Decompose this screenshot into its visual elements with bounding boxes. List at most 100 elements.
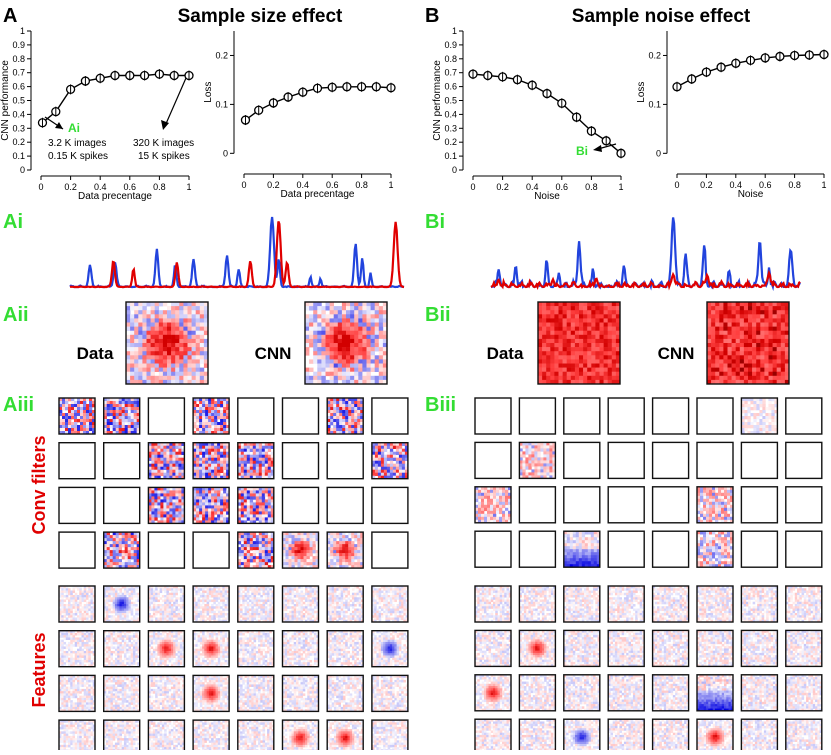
tile-pixel [196, 464, 199, 467]
tile-pixel [124, 591, 127, 594]
tile-pixel [256, 602, 259, 605]
tile-pixel [342, 404, 345, 407]
annotation-bi: Bi [576, 144, 616, 158]
tile-pixel [77, 609, 80, 612]
tile-pixel [367, 335, 371, 339]
tile-pixel [711, 339, 715, 343]
tile-pixel [208, 470, 211, 473]
tile-pixel [289, 559, 292, 562]
tile-pixel [259, 458, 262, 461]
tile-pixel [711, 351, 715, 355]
tile-pixel [188, 318, 192, 322]
tile-pixel [166, 464, 169, 467]
tile-pixel [116, 541, 119, 544]
tile-pixel [220, 404, 223, 407]
tile-pixel [113, 595, 116, 598]
tile-pixel [166, 508, 169, 511]
tile-pixel [241, 464, 244, 467]
tile-pixel [126, 600, 129, 603]
tile-pixel [163, 446, 166, 449]
tile-pixel [188, 364, 192, 368]
tile-pixel [196, 470, 199, 473]
tile-pixel [604, 343, 608, 347]
tile-pixel [381, 470, 384, 473]
tile-pixel [175, 314, 179, 318]
tile-pixel [390, 461, 393, 464]
tile-pixel [175, 339, 179, 343]
tile-pixel [84, 611, 87, 614]
tile-pixel [199, 452, 202, 455]
tile-pixel [752, 368, 756, 372]
tile-pixel [131, 547, 134, 550]
tile-pixel [211, 449, 214, 452]
tile-pixel [108, 611, 111, 614]
tile-pixel [117, 618, 120, 621]
tile-pixel [74, 404, 77, 407]
tile-pixel [147, 339, 151, 343]
tile-pixel [542, 331, 546, 335]
tile-pixel [138, 351, 142, 355]
tile-pixel [262, 505, 265, 508]
tile-pixel [204, 595, 207, 598]
tile-pixel [196, 372, 200, 376]
tile-pixel [309, 318, 313, 322]
tile-pixel [216, 606, 219, 609]
tile-pixel [86, 428, 89, 431]
tile-pixel [205, 505, 208, 508]
tile-pixel [202, 615, 205, 618]
tile-pixel [351, 562, 354, 565]
tile-pixel [188, 314, 192, 318]
tile-pixel [259, 493, 262, 496]
tile-pixel [351, 550, 354, 553]
tile-pixel [760, 306, 764, 310]
tile-pixel [554, 339, 558, 343]
tile-pixel [61, 611, 64, 614]
tile-pixel [119, 600, 122, 603]
tile-pixel [166, 600, 169, 603]
tile-pixel [115, 602, 118, 605]
tile-pixel [192, 331, 196, 335]
tile-pixel [160, 461, 163, 464]
tile-pixel [200, 618, 203, 621]
tile-pixel [220, 508, 223, 511]
tile-pixel [268, 535, 271, 538]
tile-pixel [110, 416, 113, 419]
tile-pixel [250, 490, 253, 493]
tile-pixel [317, 323, 321, 327]
tile-pixel [134, 553, 137, 556]
tile-pixel [354, 355, 358, 359]
tile-pixel [64, 595, 67, 598]
tile-pixel [216, 597, 219, 600]
tile-pixel [357, 404, 360, 407]
tile-pixel [773, 306, 777, 310]
tile-pixel [65, 428, 68, 431]
tile-pixel [151, 600, 154, 603]
tile-pixel [217, 496, 220, 499]
tile-pixel [756, 351, 760, 355]
tile-pixel [546, 355, 550, 359]
tile-pixel [113, 593, 116, 596]
tile-pixel [71, 407, 74, 410]
tile-pixel [202, 609, 205, 612]
tile-pixel [162, 618, 165, 621]
tile-pixel [163, 347, 167, 351]
tile-pixel [175, 496, 178, 499]
tile-pixel [719, 351, 723, 355]
tile-pixel [346, 376, 350, 380]
tile-pixel [399, 467, 402, 470]
tile-pixel [172, 499, 175, 502]
tile-pixel [183, 314, 187, 318]
tile-pixel [330, 364, 334, 368]
tile-pixel [218, 588, 221, 591]
tile-pixel [205, 446, 208, 449]
tile-pixel [107, 550, 110, 553]
tile-pixel [223, 508, 226, 511]
tile-pixel [70, 613, 73, 616]
tile-pixel [125, 535, 128, 538]
tile-pixel [600, 376, 604, 380]
tile-pixel [242, 615, 245, 618]
tile-pixel [202, 419, 205, 422]
tile-pixel [122, 538, 125, 541]
tile-pixel [554, 306, 558, 310]
tile-pixel [84, 593, 87, 596]
